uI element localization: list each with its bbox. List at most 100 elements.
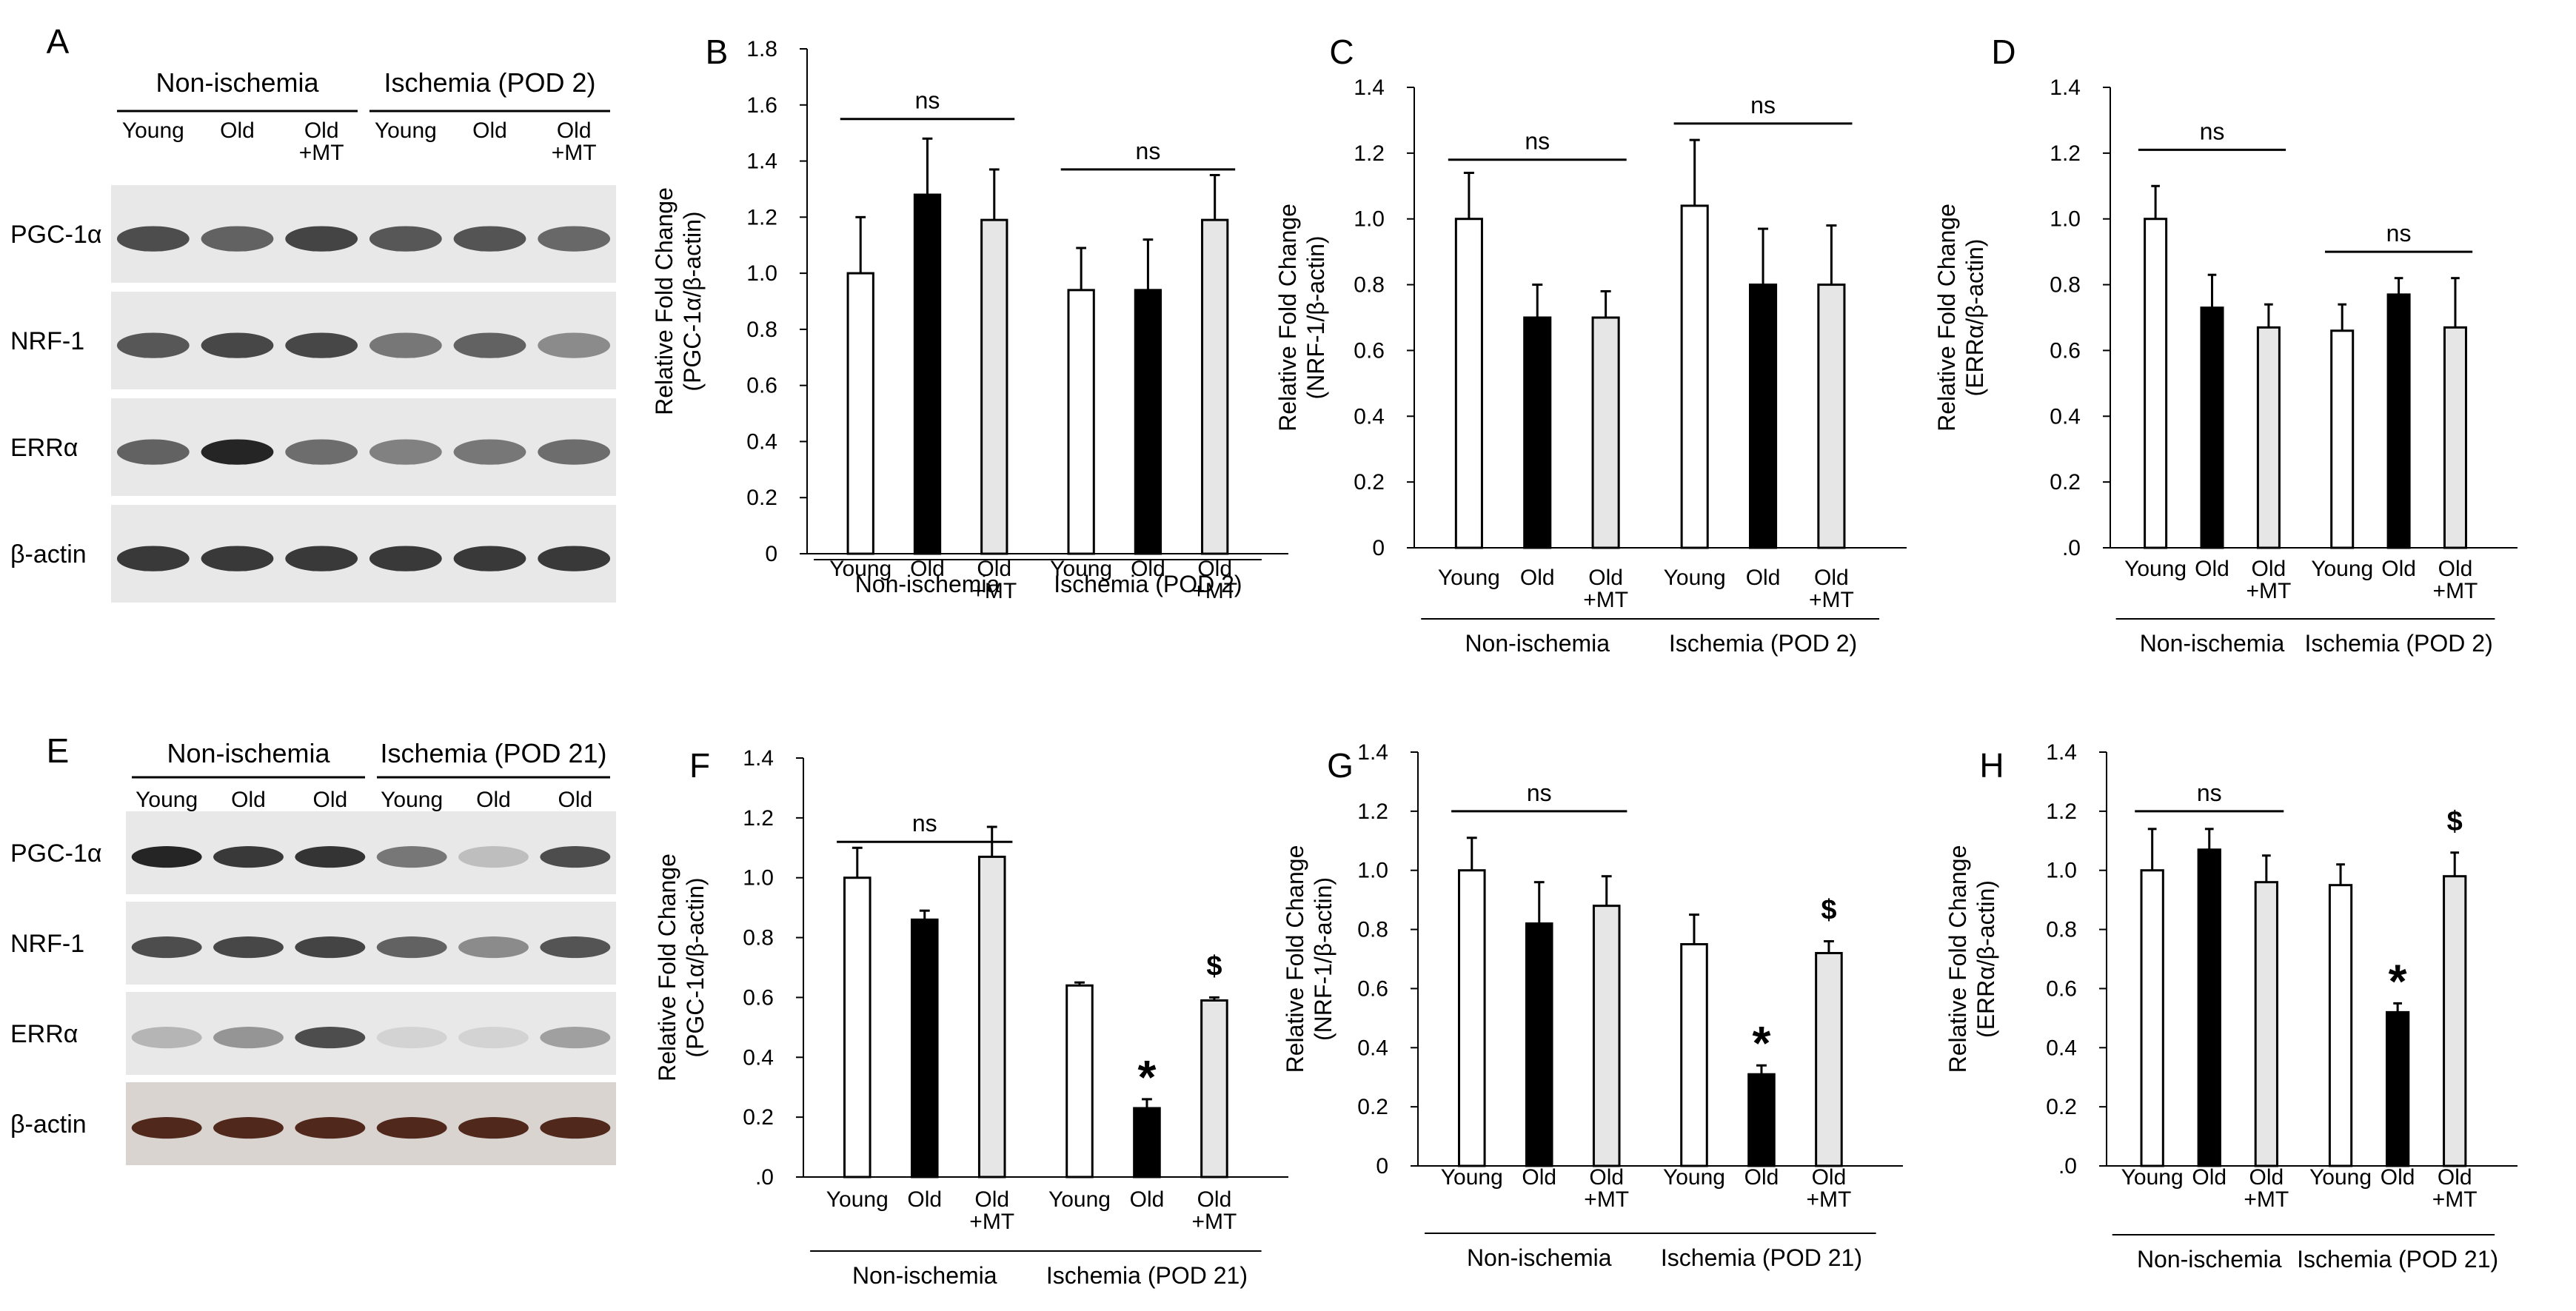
blot-band — [285, 439, 358, 465]
y-tick-label: 0.8 — [1354, 273, 1385, 298]
blot-band — [285, 226, 358, 252]
bar — [2443, 875, 2467, 1167]
x-group-label: Non-ischemia — [1467, 1244, 1612, 1271]
blot-band — [285, 332, 358, 358]
y-axis-label: Relative Fold Change(PGC-1α/β-actin) — [651, 187, 706, 415]
x-category-label: Young — [2124, 557, 2187, 581]
y-tick-label: 1.4 — [746, 150, 777, 174]
blot-band — [131, 1117, 202, 1139]
y-tick-label: 1.4 — [743, 746, 774, 771]
x-category-label: Young — [1050, 557, 1112, 581]
blot-band — [540, 1027, 611, 1049]
y-tick-label: 0.6 — [2046, 976, 2077, 1001]
significance-label: ns — [1136, 138, 1161, 164]
x-category-label: Young — [1664, 566, 1726, 590]
x-category-label: Old +MT — [969, 1187, 1014, 1234]
blot-band — [213, 1027, 284, 1049]
panel-letter-A: A — [47, 22, 70, 61]
blot-band — [538, 226, 611, 252]
blot-band — [295, 1027, 366, 1049]
blot-lane-label: Old — [472, 118, 507, 143]
y-tick-label: 0.2 — [2046, 1095, 2077, 1119]
y-tick-label: 0.4 — [2050, 404, 2081, 429]
blot-row-label: NRF-1 — [10, 327, 84, 355]
x-category-label: Young — [826, 1187, 889, 1212]
x-category-label: Old — [1130, 1187, 1165, 1212]
x-category-label: Young — [2121, 1165, 2184, 1190]
bar — [1747, 1073, 1776, 1167]
blot-row-label: NRF-1 — [10, 930, 84, 958]
y-tick-label: 1.4 — [1357, 740, 1388, 765]
blot-band — [369, 332, 442, 358]
blot-band — [458, 1027, 529, 1049]
blot-band — [295, 846, 366, 868]
blot-band — [453, 226, 526, 252]
bar — [1201, 218, 1229, 555]
x-category-label: Old +MT — [2244, 1165, 2289, 1212]
y-tick-label: 0.2 — [746, 486, 777, 510]
x-category-label: Old — [1746, 566, 1781, 590]
blot-strip — [126, 992, 616, 1075]
y-tick-label: 0.4 — [1354, 404, 1385, 429]
x-category-label: Old — [910, 557, 945, 581]
x-category-label: Old +MT — [2432, 1165, 2478, 1212]
y-tick-label: 1.2 — [746, 205, 777, 229]
x-group-label: Non-ischemia — [1465, 630, 1610, 657]
blot-row-label: β-actin — [10, 1110, 87, 1139]
blot-band — [201, 546, 274, 571]
y-tick-label: 0.8 — [2046, 918, 2077, 942]
bar-chart-D: D .0 0.2 0.4 0.6 0.8 1.0 1.2 1.4 Relative Fold Ch… — [1933, 33, 2518, 657]
x-category-label: Old +MT — [1809, 566, 1854, 612]
significance-star: * — [1138, 1050, 1157, 1104]
y-tick-label: 0.6 — [1354, 338, 1385, 363]
bar — [2140, 869, 2164, 1167]
blot-strip — [126, 811, 616, 894]
y-tick-label: 0.2 — [1357, 1095, 1388, 1119]
panel-letter-C: C — [1329, 33, 1354, 71]
y-tick-label: 1.0 — [1357, 859, 1388, 883]
x-category-label: Old +MT — [971, 557, 1017, 603]
blot-strip — [111, 185, 616, 283]
bar — [1592, 905, 1621, 1167]
y-tick-label: 1.2 — [2046, 799, 2077, 824]
blot-band — [453, 546, 526, 571]
blot-band — [131, 1027, 202, 1049]
x-category-label: Old — [907, 1187, 942, 1212]
x-group-label: Non-ischemia — [855, 571, 1000, 597]
y-axis-label: Relative Fold Change(ERRα/β-actin) — [1933, 204, 1988, 432]
bar — [1680, 204, 1709, 549]
blot-band — [453, 332, 526, 358]
y-tick-label: 0 — [1376, 1154, 1388, 1178]
y-tick-label: 0 — [1372, 536, 1385, 560]
bar-chart-G: G 0 0.2 0.4 0.6 0.8 1.0 1.2 1.4 Relative Fold Cha… — [1282, 740, 1903, 1271]
blot-band — [213, 846, 284, 868]
panel-letter-E: E — [47, 731, 70, 770]
x-category-label: Old — [1744, 1165, 1779, 1190]
x-category-label: Young — [1048, 1187, 1111, 1212]
bar — [2144, 218, 2168, 549]
bar-chart-H: H .0 0.2 0.4 0.6 0.8 1.0 1.2 1.4 Relative Fold Ch… — [1944, 740, 2518, 1273]
western-blot-panel-E: E Non-ischemia Ischemia (POD 21) Young Old Ol… — [10, 731, 616, 1165]
x-category-label: Old — [2381, 557, 2416, 581]
significance-dollar: $ — [1206, 950, 1222, 982]
bar — [2200, 306, 2224, 549]
y-tick-label: 0.2 — [2050, 470, 2081, 494]
y-tick-label: 1.4 — [2046, 740, 2077, 765]
blot-strip — [111, 292, 616, 389]
y-tick-label: 1.0 — [2050, 207, 2081, 232]
blot-strip — [126, 1082, 616, 1165]
y-tick-label: 1.8 — [746, 37, 777, 61]
y-tick-label: .0 — [755, 1165, 774, 1190]
x-group-label: Ischemia (POD 21) — [1661, 1244, 1862, 1271]
x-category-label: Old +MT — [1583, 566, 1628, 612]
y-tick-label: 1.0 — [1354, 207, 1385, 232]
blot-lane-label: Young — [122, 118, 184, 143]
y-tick-label: 1.4 — [2050, 76, 2081, 100]
bar — [846, 272, 874, 555]
y-tick-label: 0.4 — [743, 1045, 774, 1070]
x-group-label: Non-ischemia — [852, 1262, 997, 1289]
x-category-label: Young — [1663, 1165, 1725, 1190]
y-tick-label: 1.0 — [2046, 859, 2077, 883]
significance-star: * — [2389, 954, 2407, 1007]
x-category-label: Old +MT — [1192, 1187, 1237, 1234]
